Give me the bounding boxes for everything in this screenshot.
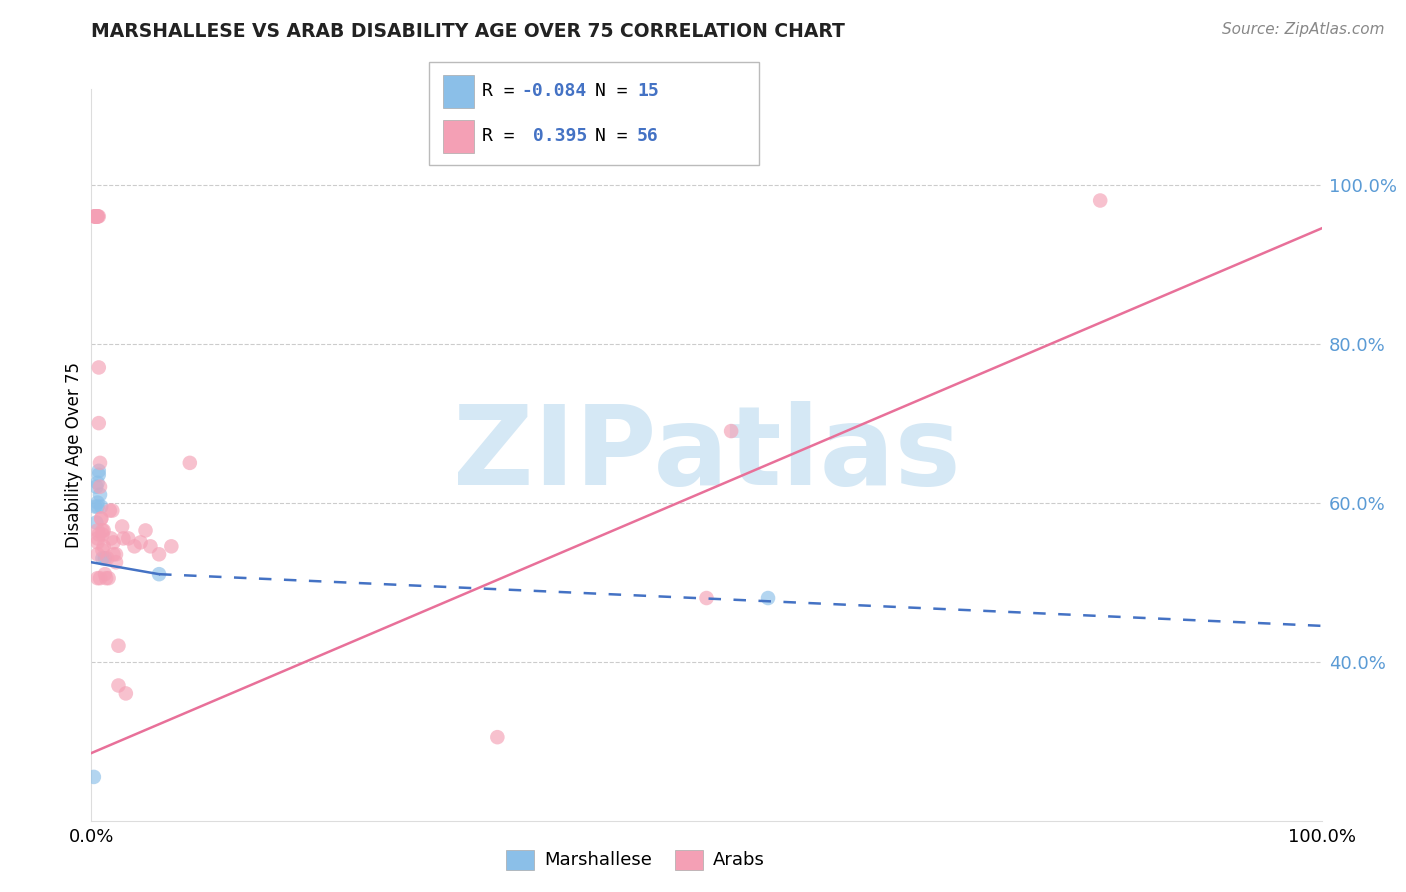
Point — [148, 547, 170, 561]
Point — [124, 540, 146, 554]
Point — [83, 770, 105, 784]
Point — [107, 639, 129, 653]
Point — [86, 524, 108, 538]
Point — [107, 678, 129, 692]
Point — [129, 535, 152, 549]
Point — [83, 210, 105, 224]
Point — [94, 567, 117, 582]
Point — [87, 360, 110, 375]
Point — [86, 210, 108, 224]
Point — [84, 500, 107, 514]
Point — [90, 500, 112, 514]
Point — [91, 543, 114, 558]
Text: N =: N = — [595, 128, 638, 145]
Y-axis label: Disability Age Over 75: Disability Age Over 75 — [65, 362, 83, 548]
Point — [89, 480, 111, 494]
Point — [90, 511, 112, 525]
Point — [720, 424, 742, 438]
Text: 0.395: 0.395 — [522, 128, 586, 145]
Text: -0.084: -0.084 — [522, 82, 586, 100]
Text: Source: ZipAtlas.com: Source: ZipAtlas.com — [1222, 22, 1385, 37]
Point — [89, 456, 111, 470]
Point — [86, 516, 108, 530]
Point — [1088, 194, 1111, 208]
Text: R =: R = — [482, 128, 526, 145]
Text: Arabs: Arabs — [713, 851, 765, 869]
Point — [87, 464, 110, 478]
Point — [135, 524, 156, 538]
Point — [97, 571, 120, 585]
Point — [94, 551, 117, 566]
Point — [84, 210, 107, 224]
Point — [114, 686, 138, 700]
Point — [86, 547, 108, 561]
Point — [86, 480, 108, 494]
Point — [87, 210, 110, 224]
Point — [91, 551, 114, 566]
Point — [111, 519, 134, 533]
Point — [179, 456, 201, 470]
Point — [89, 488, 111, 502]
Point — [105, 555, 127, 569]
Point — [103, 535, 125, 549]
Point — [84, 210, 107, 224]
Point — [86, 475, 108, 490]
Point — [117, 532, 139, 546]
Point — [89, 571, 111, 585]
Point — [695, 591, 717, 605]
Point — [148, 567, 170, 582]
Point — [100, 532, 122, 546]
Point — [84, 210, 107, 224]
Text: MARSHALLESE VS ARAB DISABILITY AGE OVER 75 CORRELATION CHART: MARSHALLESE VS ARAB DISABILITY AGE OVER … — [91, 22, 845, 41]
Point — [98, 503, 121, 517]
Text: 15: 15 — [637, 82, 658, 100]
Point — [160, 540, 183, 554]
Point — [103, 547, 125, 561]
Text: ZIPatlas: ZIPatlas — [453, 401, 960, 508]
Point — [93, 524, 115, 538]
Point — [86, 210, 108, 224]
Text: R =: R = — [482, 82, 526, 100]
Point — [86, 571, 108, 585]
Point — [105, 547, 127, 561]
Point — [139, 540, 162, 554]
Point — [87, 416, 110, 430]
Point — [86, 500, 108, 514]
Point — [86, 210, 108, 224]
Point — [112, 532, 135, 546]
Point — [91, 524, 114, 538]
Point — [96, 571, 117, 585]
Point — [96, 551, 118, 566]
Point — [86, 210, 108, 224]
Point — [101, 503, 124, 517]
Point — [86, 210, 108, 224]
Text: Marshallese: Marshallese — [544, 851, 652, 869]
Point — [86, 535, 108, 549]
Point — [93, 540, 115, 554]
Point — [87, 467, 110, 482]
Point — [756, 591, 779, 605]
Text: N =: N = — [595, 82, 638, 100]
Point — [86, 495, 108, 509]
Point — [486, 730, 509, 744]
Point — [86, 532, 108, 546]
Point — [91, 527, 114, 541]
Point — [90, 511, 112, 525]
Point — [87, 527, 110, 541]
Text: 56: 56 — [637, 128, 658, 145]
